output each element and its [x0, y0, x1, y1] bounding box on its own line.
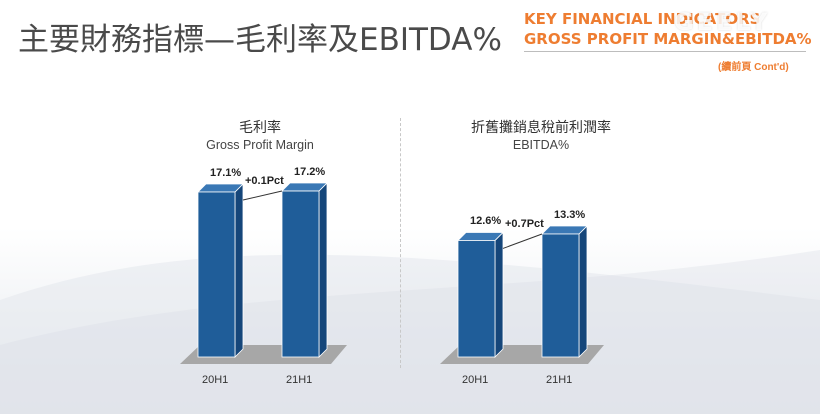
title-underline — [524, 51, 806, 52]
chart2-value-label-20h1: 12.6% — [470, 215, 502, 228]
chart-divider — [400, 118, 401, 368]
chart1-change-label: +0.1Pct — [245, 175, 284, 188]
chart2-title-en: EBITDA% — [512, 138, 570, 152]
chart2-value-label-21h1: 13.3% — [554, 208, 586, 221]
chart1-value-label-21h1: 17.2% — [294, 166, 326, 179]
brand-logo: GEELY — [674, 8, 771, 36]
chart1-value-label-20h1: 17.1% — [210, 166, 242, 179]
chart1-x-label-20h1: 20H1 — [202, 374, 229, 386]
english-title-line2: GROSS PROFIT MARGIN&EBITDA% — [524, 30, 812, 48]
chart2-x-label-21h1: 21H1 — [546, 374, 573, 386]
chart1-x-label-21h1: 21H1 — [286, 374, 313, 386]
chart1-title-en: Gross Profit Margin — [206, 138, 314, 152]
chart2-title-zh: 折舊攤銷息稅前利潤率 — [471, 120, 611, 136]
page-title: 主要財務指標—毛利率及EBITDA% — [18, 22, 502, 58]
chart2-change-label: +0.7Pct — [505, 217, 544, 230]
chart1-title: 毛利率 Gross Profit Margin — [190, 119, 330, 154]
english-title-line1: KEY FINANCIAL INDICATORS — [524, 10, 761, 28]
english-title: KEY FINANCIAL INDICATORS GROSS PROFIT MA… — [524, 9, 812, 52]
chart1-title-zh: 毛利率 — [239, 120, 281, 136]
chart2-x-label-20h1: 20H1 — [462, 374, 489, 386]
continued-note: (續前頁 Cont'd) — [718, 62, 789, 73]
chart2-title: 折舊攤銷息稅前利潤率 EBITDA% — [446, 119, 636, 154]
